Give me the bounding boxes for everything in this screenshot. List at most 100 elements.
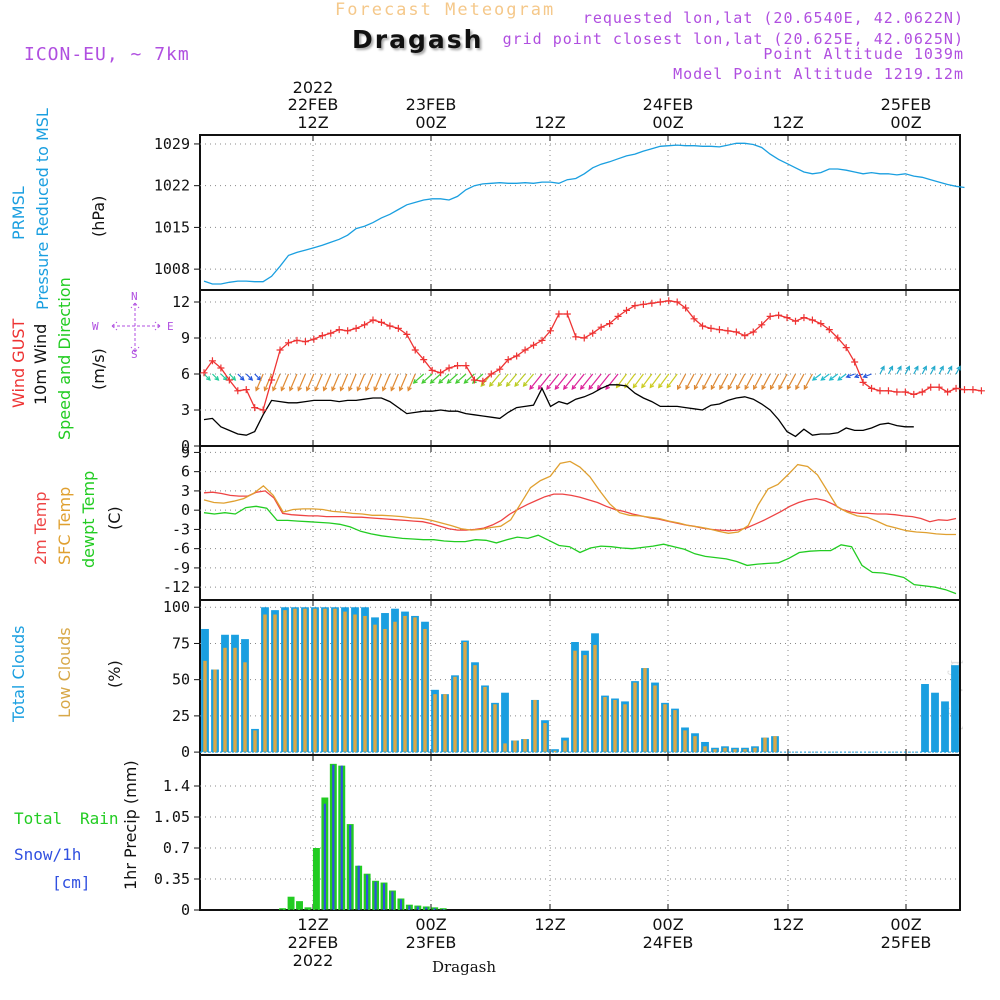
temp-dew-line (204, 506, 956, 593)
top-hour-label: 00Z (890, 113, 921, 132)
wind-arrow-icon (315, 374, 322, 391)
low-cloud-bar (263, 614, 266, 752)
clouds-y-tick-label: 0 (181, 743, 190, 761)
compass-w: W (92, 320, 99, 333)
gust-marker (631, 302, 638, 309)
low-cloud-bar (583, 655, 586, 752)
rain-bar (296, 901, 303, 910)
top-time-axis: 22FEB12Z23FEB00Z 12Z24FEB00Z 12Z25FEB00Z (288, 95, 932, 132)
prmsl-desc-label: Pressure Reduced to MSL (33, 108, 52, 310)
low-cloud-bar (403, 616, 406, 752)
wind-arrow-icon (273, 374, 280, 391)
low-cloud-bar (333, 609, 336, 752)
wind-frame (200, 290, 960, 446)
total-cloud-bar (951, 665, 959, 752)
wind-y-tick-label: 12 (172, 293, 190, 311)
low-cloud-bar (463, 642, 466, 752)
low-cloud-bar (683, 730, 686, 752)
precip-y-tick-label: 1.4 (163, 777, 190, 795)
wind-dir-label: Speed and Direction (55, 277, 74, 440)
gust-marker (657, 299, 664, 306)
low-cloud-bar (773, 736, 776, 752)
gust-marker (885, 387, 892, 394)
top-hour-label: 12Z (297, 113, 328, 132)
low-cloud-bar (343, 612, 346, 753)
wind-y-tick-label: 9 (181, 329, 190, 347)
top-date-label: 24FEB (643, 95, 694, 114)
wind-arrow-icon (695, 374, 703, 389)
wind-arrow-icon (383, 374, 390, 391)
wind-arrow-icon (366, 374, 373, 391)
top-date-label: 25FEB (881, 95, 932, 114)
rain-label-a: Total (14, 809, 62, 828)
wind-arrow-icon (762, 374, 770, 389)
wind-arrow-icon (686, 374, 694, 389)
rain-bar (313, 848, 320, 910)
wind-arrow-icon (678, 374, 686, 389)
gust-marker (953, 385, 960, 392)
gust-marker (446, 365, 453, 372)
gust-marker (454, 362, 461, 369)
top-hour-label: 00Z (415, 113, 446, 132)
total-cloud-bar (941, 701, 949, 752)
rain-bar (288, 897, 295, 910)
wind-arrow-icon (796, 374, 804, 389)
clouds-y-tick-label: 100 (163, 598, 190, 616)
wind-y-tick-label: 6 (181, 365, 190, 383)
temp-2m-line (204, 491, 956, 531)
snow-bar (324, 804, 326, 910)
low-cloud-bar (393, 622, 396, 752)
pressure-y-tick-label: 1029 (154, 135, 190, 153)
wind-arrow-icon (324, 374, 331, 391)
gust-marker (572, 333, 579, 340)
low-cloud-bar (593, 645, 596, 752)
low-cloud-bar (213, 670, 216, 753)
snow-bar (408, 906, 410, 910)
snow-bar (341, 766, 343, 910)
wind-arrow-icon (341, 374, 348, 391)
temp-y-tick-label: 3 (181, 482, 190, 500)
low-cloud-bar (533, 700, 536, 752)
gust-marker (902, 389, 909, 396)
low-cloud-bar (373, 625, 376, 752)
temp-y-tick-label: -12 (163, 578, 190, 596)
wind-arrow-icon (307, 374, 314, 391)
low-cloud-bar (633, 683, 636, 753)
wind-arrow-icon (745, 374, 753, 389)
snow-bar (358, 866, 360, 910)
bottom-hour-label: 12Z (772, 915, 803, 934)
low-cloud-bar (693, 736, 696, 752)
bottom-date-label: 22FEB (288, 933, 339, 952)
low-cloud-bar (443, 694, 446, 752)
wind-panel: 036912 (172, 290, 985, 455)
low-cloud-bar (303, 609, 306, 752)
gust-marker (724, 327, 731, 334)
wind-speed-line (204, 385, 914, 437)
low-cloud-bar (363, 616, 366, 752)
wind-arrow-icon (720, 374, 728, 389)
pressure-panel: 1008101510221029 (154, 135, 965, 290)
temp-y-tick-label: 9 (181, 443, 190, 461)
wind-arrow-icon (282, 374, 289, 391)
gust-marker (893, 389, 900, 396)
pressure-unit: (hPa) (89, 196, 108, 237)
bottom-hour-label: 00Z (652, 915, 683, 934)
temp-unit: (C) (105, 506, 124, 530)
low-cloud-bar (293, 609, 296, 752)
wind-arrow-icon (290, 374, 297, 391)
low-cloud-bar (543, 723, 546, 752)
gust-marker (978, 387, 985, 394)
pressure-line (204, 143, 965, 284)
temp-sfc-label: SFC Temp (55, 487, 74, 565)
gust-marker (353, 325, 360, 332)
wind-arrow-icon (703, 374, 711, 389)
wind-arrow-icon (524, 374, 534, 386)
gust-marker (961, 386, 968, 393)
snow-label-b: [cm] (52, 873, 91, 892)
compass-e: E (167, 320, 174, 333)
low-cloud-bar (273, 614, 276, 752)
meteogram-svg: 2022 22FEB12Z23FEB00Z 12Z24FEB00Z 12Z25FEB… (0, 0, 1000, 1000)
precip-y-tick-label: 1.05 (154, 808, 190, 826)
rain-label-b: Rain (80, 809, 119, 828)
gust-marker (648, 300, 655, 307)
